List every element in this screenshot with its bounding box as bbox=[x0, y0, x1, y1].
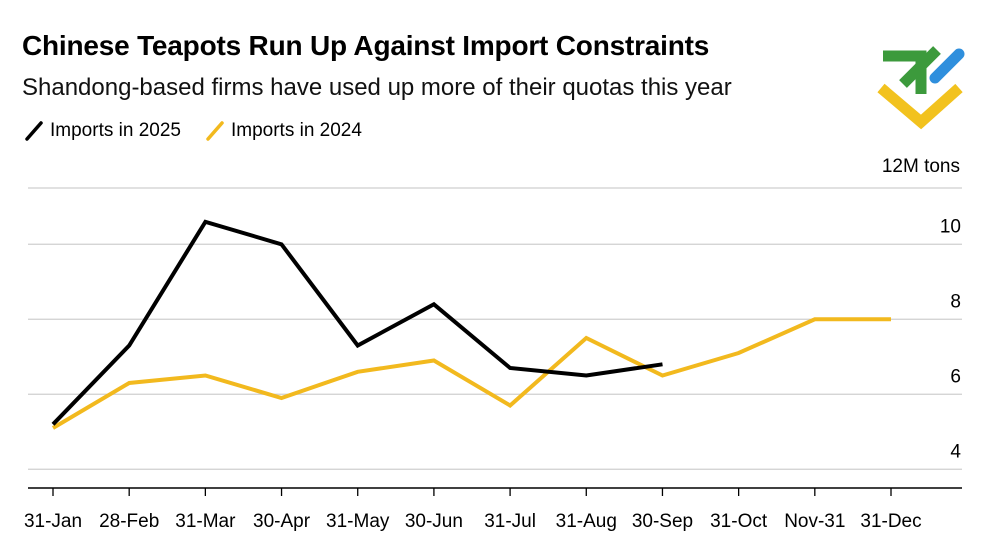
logo-green-bracket bbox=[883, 50, 927, 94]
brand-logo bbox=[877, 46, 965, 130]
x-tick-label: 31-Oct bbox=[710, 511, 768, 532]
y-tick-label: 8 bbox=[950, 291, 961, 312]
x-tick-label: 31-Mar bbox=[175, 511, 236, 532]
x-tick-label: 31-Jul bbox=[484, 511, 536, 532]
series-line-2025 bbox=[51, 219, 663, 426]
logo-blue-stroke bbox=[929, 48, 965, 84]
y-tick-label: 10 bbox=[940, 216, 961, 237]
x-tick-label: 30-Jun bbox=[405, 511, 463, 532]
legend-item-2024: Imports in 2024 bbox=[203, 119, 362, 143]
series-line-2024 bbox=[51, 317, 891, 430]
y-tick-label: 6 bbox=[950, 366, 961, 387]
x-tick-label: 30-Apr bbox=[253, 511, 311, 532]
x-tick-label: 31-Jan bbox=[24, 511, 82, 532]
x-tick-label: 30-Sep bbox=[632, 511, 693, 532]
legend-label-2025: Imports in 2025 bbox=[50, 120, 181, 141]
logo-yellow-chevron bbox=[877, 83, 963, 130]
chart-subtitle: Shandong-based firms have used up more o… bbox=[22, 74, 732, 101]
x-tick-label: Nov-31 bbox=[784, 511, 845, 532]
x-tick-label: 31-May bbox=[326, 511, 390, 532]
chart-title: Chinese Teapots Run Up Against Import Co… bbox=[22, 30, 710, 61]
x-tick-label: 31-Aug bbox=[556, 511, 617, 532]
legend-swatch-2024 bbox=[206, 121, 224, 141]
logo-green-diagonal bbox=[899, 46, 941, 88]
legend-label-2024: Imports in 2024 bbox=[230, 120, 362, 141]
y-axis-unit-label: 12M tons bbox=[882, 156, 960, 177]
legend: Imports in 2025 Imports in 2024 bbox=[22, 119, 384, 143]
x-tick-label: 28-Feb bbox=[99, 511, 159, 532]
legend-swatch-2025 bbox=[25, 121, 43, 141]
y-tick-label: 4 bbox=[950, 441, 961, 462]
x-tick-label: 31-Dec bbox=[860, 511, 921, 532]
legend-item-2025: Imports in 2025 bbox=[22, 119, 181, 143]
